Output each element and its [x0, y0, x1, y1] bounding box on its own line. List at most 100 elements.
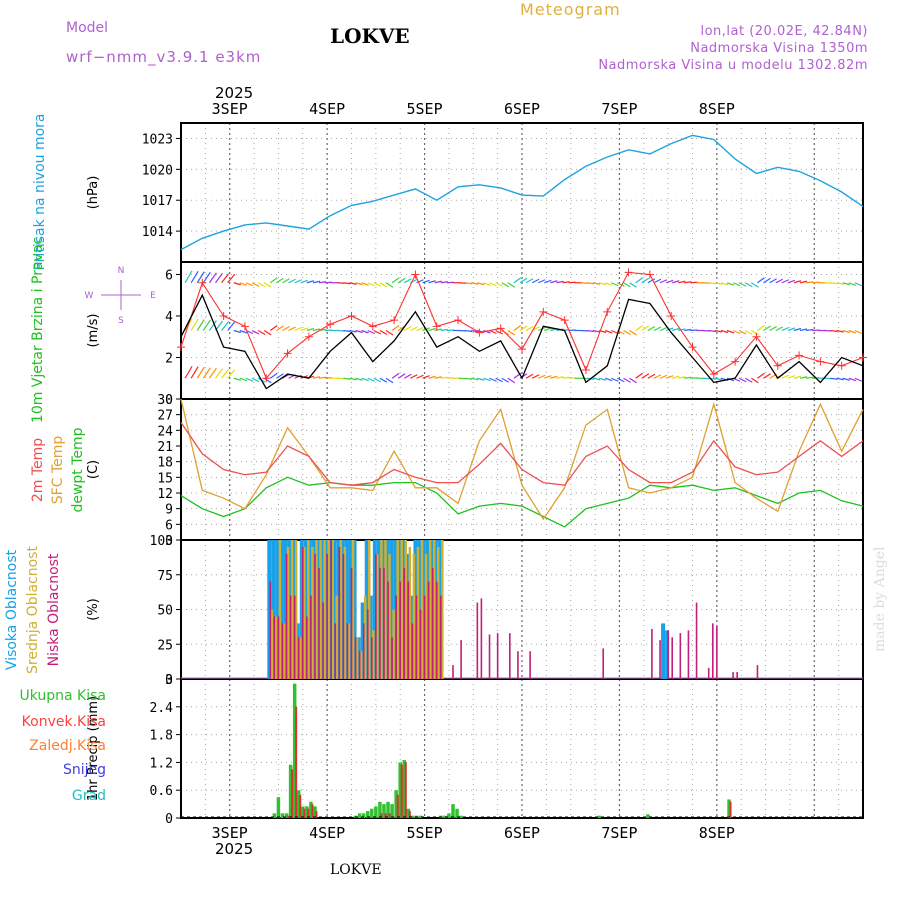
wind-arrow: [665, 375, 674, 379]
wind-arrow: [221, 368, 230, 379]
wind-arrow: [647, 373, 656, 379]
sfc-temp-line: [180, 398, 864, 521]
wind-arrow: [337, 282, 345, 284]
day-label-top: 8SEP: [699, 100, 735, 118]
cloud-bar: [328, 540, 333, 679]
panel-ylabel: 1hr Precip (mm): [86, 696, 101, 801]
cloud-bar: [488, 634, 491, 679]
y-tick-label: 2: [165, 351, 173, 366]
cloud-bar: [351, 540, 355, 679]
wind-arrow: [507, 377, 516, 384]
cloud-bar: [428, 540, 432, 679]
wind-arrow: [830, 329, 838, 333]
wind-arrow: [836, 329, 844, 333]
wind-arrow: [641, 325, 650, 332]
wind-arrow: [629, 282, 637, 288]
wind-arrow: [251, 329, 260, 335]
wind-arrow: [824, 329, 832, 332]
wind-arrow: [190, 270, 199, 284]
wind-arrow: [349, 282, 357, 285]
wind-arrow: [757, 325, 765, 331]
wind-arrow: [635, 372, 644, 379]
precip-bar: [301, 806, 305, 818]
cloud-bar: [379, 567, 381, 679]
wind-arrow: [489, 329, 497, 335]
wind-arrow: [556, 280, 564, 284]
cloud-bar: [359, 651, 363, 679]
wind-arrow: [653, 374, 662, 379]
wind-arrow: [361, 377, 369, 382]
wind-arrow: [397, 277, 406, 284]
wind-arrow: [525, 325, 534, 332]
cloud-bar: [324, 540, 329, 679]
y-tick-label: 18: [157, 456, 173, 471]
cloud-bar: [370, 637, 373, 679]
precip-bar: [296, 790, 301, 818]
wind-arrow: [544, 327, 552, 332]
elevation-label: Nadmorska Visina 1350m: [690, 41, 868, 56]
wind-arrow: [757, 277, 765, 284]
cloud-bar: [352, 540, 357, 679]
cloud-bar: [437, 546, 440, 679]
wind-arrow: [403, 325, 412, 332]
compass-w: W: [85, 291, 94, 301]
wind-arrow: [495, 377, 503, 383]
wind-arrow: [544, 375, 552, 379]
cloud-bar: [282, 623, 286, 679]
wind-arrow: [483, 377, 491, 382]
wind-arrow: [202, 271, 211, 284]
cloud-bar: [338, 546, 341, 679]
wind-arrow: [434, 328, 442, 332]
wind-arrow: [184, 270, 193, 284]
wind-arrow: [799, 376, 808, 379]
wind-arrow: [586, 282, 595, 285]
y-tick-label: 0: [165, 393, 173, 408]
y-tick-label: 1.8: [150, 729, 173, 744]
cloud-bar: [283, 540, 288, 679]
cloud-bar: [372, 630, 375, 679]
gust-marker: [326, 320, 335, 329]
wind-arrow: [239, 282, 248, 286]
wind-arrow: [306, 280, 315, 284]
wind-arrow: [556, 376, 564, 379]
cloud-bar: [335, 595, 339, 679]
wind-arrow: [227, 273, 236, 284]
wind-arrow: [623, 329, 631, 336]
cloud-bar: [517, 651, 519, 679]
day-label-top: 3SEP: [212, 100, 248, 118]
footer-station: LOKVE: [330, 862, 382, 878]
cloud-bar: [286, 546, 290, 679]
y-tick-label: 12: [157, 487, 173, 502]
wind-arrow: [373, 377, 382, 383]
gust-marker: [539, 307, 548, 316]
cloud-bar: [659, 640, 661, 679]
wind-arrow: [325, 281, 333, 284]
wind-arrow: [489, 282, 497, 287]
wind-arrow: [690, 377, 698, 379]
wind-arrow: [337, 377, 345, 380]
cloud-bar: [413, 540, 418, 679]
precip-bar: [299, 794, 302, 818]
wind-arrow: [440, 376, 448, 379]
wind-arrow: [775, 278, 783, 284]
gust-marker: [859, 353, 867, 362]
precip-legend-label: Grad: [72, 788, 106, 804]
precip-bar: [408, 811, 411, 818]
cloud-bar: [403, 567, 406, 679]
cloud-bar: [460, 640, 462, 679]
cloud-bar: [326, 553, 328, 679]
station-title: LOKVE: [330, 24, 410, 48]
wind-arrow: [367, 329, 375, 335]
cloud-bar: [437, 540, 442, 679]
wind-arrow: [799, 280, 808, 284]
wind-arrow: [525, 373, 534, 379]
wind-arrow: [714, 282, 722, 285]
precip-bar: [291, 769, 294, 818]
y-tick-label: 21: [157, 440, 173, 455]
wind-arrow: [263, 329, 272, 336]
wind-arrow: [781, 374, 790, 379]
wind-arrow: [440, 281, 448, 284]
y-tick-label: 25: [157, 638, 173, 653]
wind-arrow: [507, 329, 516, 336]
wind-arrow: [744, 282, 753, 288]
